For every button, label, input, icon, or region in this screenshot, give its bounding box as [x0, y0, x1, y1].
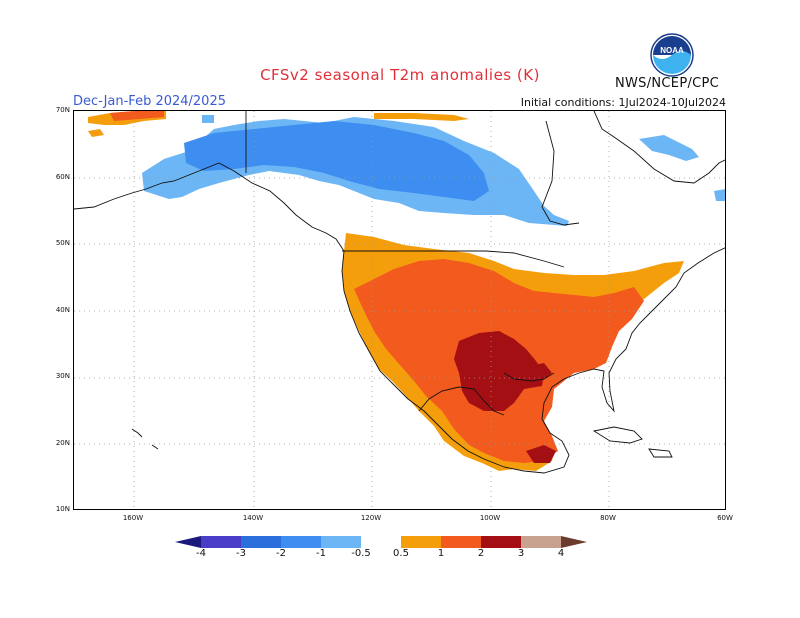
lat-label-70n: 70N: [55, 106, 70, 114]
colorbar-swatch-above-4: [561, 536, 587, 548]
colorbar-label-neg1: -1: [316, 548, 326, 559]
initial-conditions-label: Initial conditions: 1Jul2024-10Jul2024: [520, 96, 726, 109]
anomaly-map: [73, 110, 726, 510]
map-canvas: [74, 111, 725, 509]
lon-label-160w: 160W: [122, 514, 144, 522]
season-label: Dec-Jan-Feb 2024/2025: [73, 94, 226, 109]
anomaly-orange-canada-north-strip: [374, 113, 469, 121]
map-gridlines: [74, 111, 725, 509]
anomaly-darkred-texas-oklahoma: [454, 331, 544, 411]
colorbar-swatch-05-1: [401, 536, 441, 548]
colorbar-label-4: 4: [557, 548, 565, 559]
noaa-logo-icon: NOAA: [650, 33, 694, 77]
lat-label-60n: 60N: [55, 173, 70, 181]
colorbar-label-neg3: -3: [236, 548, 246, 559]
colorbar-label-2: 2: [477, 548, 485, 559]
colorbar-label-neg4: -4: [196, 548, 206, 559]
colorbar-label-neg2: -2: [276, 548, 286, 559]
lon-label-100w: 100W: [479, 514, 501, 522]
anomaly-light-blue-labrador: [714, 189, 725, 201]
colorbar-label-3: 3: [517, 548, 525, 559]
lat-label-20n: 20N: [55, 439, 70, 447]
lon-label-80w: 80W: [600, 514, 616, 522]
colorbar-swatch-below-4: [175, 536, 201, 548]
agency-label: NWS/NCEP/CPC: [615, 76, 720, 91]
anomaly-blue-central-canada: [184, 121, 489, 201]
colorbar-label-1: 1: [437, 548, 445, 559]
anomaly-light-blue-ne-canada: [639, 135, 699, 161]
colorbar-swatch-3-4: [521, 536, 561, 548]
anomaly-red-north-alaska: [110, 111, 164, 121]
lat-label-40n: 40N: [55, 306, 70, 314]
colorbar-label-neg05: -0.5: [351, 548, 371, 559]
anomaly-darkred-louisiana: [529, 363, 552, 381]
lat-label-30n: 30N: [55, 372, 70, 380]
lat-label-10n: 10N: [55, 505, 70, 513]
colorbar-swatch-neg4-neg3: [201, 536, 241, 548]
lon-label-60w: 60W: [717, 514, 733, 522]
anomaly-light-blue-arctic-islands: [202, 115, 214, 123]
anomaly-darkred-mexico-south: [526, 445, 556, 463]
colorbar-swatch-neg3-neg2: [241, 536, 281, 548]
lat-label-50n: 50N: [55, 239, 70, 247]
noaa-logo-text: NOAA: [660, 46, 684, 55]
colorbar-label-05: 0.5: [393, 548, 409, 559]
anomaly-orange-alaska-west: [88, 129, 104, 137]
colorbar: [175, 536, 587, 548]
chart-title: CFSv2 seasonal T2m anomalies (K): [260, 66, 540, 84]
colorbar-swatch-1-2: [441, 536, 481, 548]
colorbar-swatch-neutral: [361, 536, 401, 548]
lon-label-120w: 120W: [360, 514, 382, 522]
map-coastlines: [74, 111, 725, 474]
colorbar-swatch-neg1-neg05: [321, 536, 361, 548]
colorbar-swatch-2-3: [481, 536, 521, 548]
lon-label-140w: 140W: [242, 514, 264, 522]
colorbar-swatch-neg2-neg1: [281, 536, 321, 548]
